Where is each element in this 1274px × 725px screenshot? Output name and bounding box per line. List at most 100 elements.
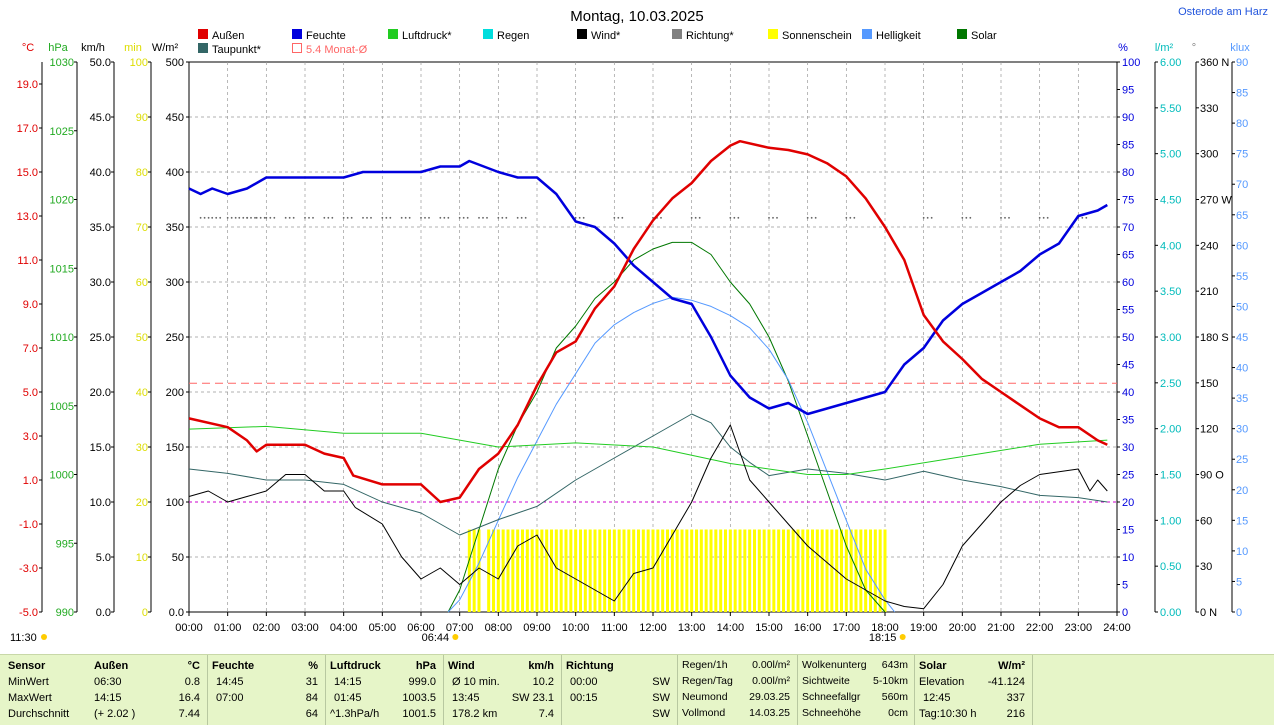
axis-tick-label: 35 [1236,393,1248,405]
sunrise-label: 06:44 [422,632,450,644]
axis-tick-label: 0 N [1200,607,1217,619]
direction-dot [694,216,697,219]
sunshine-bar [782,529,785,612]
axis-tick-label: 15 [1236,515,1248,527]
axis-tick-label: 995 [56,538,74,550]
direction-dot [211,216,214,219]
axis-tick-label: 17.0 [17,123,38,135]
direction-dot [733,216,736,219]
direction-dot [207,216,210,219]
x-tick-label: 08:00 [485,622,513,634]
direction-dot [1008,216,1010,219]
axis-tick-label: 0 [1122,607,1128,619]
sunshine-bar [670,529,674,612]
direction-dot [1004,216,1006,219]
axis-tick-label: 400 [166,167,184,179]
stats-time: 01:45 [334,692,362,704]
sunshine-bar [477,529,481,612]
x-tick-label: 21:00 [987,622,1015,634]
axis-tick-label: 60 [136,277,148,289]
axis-tick-label: 1010 [50,332,74,344]
direction-dot [439,216,442,219]
stats-value: 0.00l/m² [752,659,790,671]
stats-value: SW [652,676,670,688]
axis-tick-label: 300 [1200,149,1218,161]
legend-swatch [292,43,302,53]
sunshine-bar [757,529,761,612]
direction-dot [346,216,349,219]
sunshine-bar [695,529,698,612]
axis-tick-label: 5.00 [1160,149,1181,161]
direction-dot [768,216,770,219]
stats-time: ^1.3hPa/h [330,708,380,720]
axis-tick-label: 90 [136,112,148,124]
x-tick-label: 14:00 [717,622,745,634]
axis-unit-sunmin: min [124,42,142,54]
stats-value: 337 [1006,692,1025,704]
axis-unit-humidity: % [1118,42,1128,54]
sunshine-bar [869,529,872,612]
axis-tick-label: 4.00 [1160,240,1181,252]
axis-tick-label: 5 [1122,580,1128,592]
axis-tick-label: 990 [56,607,74,619]
stats-value: SW [652,708,670,720]
stats-label: Schneehöhe [802,707,861,719]
sunshine-bar [467,529,471,612]
axis-tick-label: -5.0 [19,607,38,619]
stats-regen: Regen/1h 0.00l/m² Regen/Tag 0.00l/m² Neumo… [680,657,792,721]
axis-tick-label: 9.0 [23,299,38,311]
axis-tick-label: 20 [1122,497,1134,509]
legend-swatch [292,29,302,39]
legend-swatch [198,43,208,53]
axis-tick-label: 6.00 [1160,57,1181,69]
axis-tick-label: 70 [1236,179,1248,191]
stats-value: 7.44 [178,708,200,720]
stats-header: Solar [919,660,947,672]
stats-label: Regen/1h [682,659,728,671]
axis-tick-label: 3.0 [23,431,38,443]
legend-swatch [483,29,493,39]
sunshine-bar [525,529,529,612]
x-tick-label: 13:00 [678,622,706,634]
direction-dot [466,216,469,219]
direction-dot [288,216,291,219]
sunshine-bar [540,529,544,612]
stats-value: 0.00l/m² [752,675,790,687]
sunshine-bar [811,529,814,612]
stats-value: 16.4 [178,692,200,704]
axis-tick-label: 95 [1122,85,1134,97]
legend-swatch [198,29,208,39]
stats-time [210,706,291,722]
stats-time [564,706,640,722]
x-tick-label: 24:00 [1103,622,1131,634]
axis-tick-label: 70 [136,222,148,234]
direction-dot [327,216,330,219]
x-tick-label: 02:00 [253,622,281,634]
axis-tick-label: 100 [130,57,148,69]
weather-chart: °C 19.0 17.0 15.0 13.0 11.0 9.0 7.0 5.0 3.0 1.0 -1.… [10,6,1268,644]
direction-dot [849,216,852,219]
x-tick-label: 18:00 [871,622,899,634]
axis-tick-label: 75 [1122,195,1134,207]
stats-time: 13:45 [452,692,480,704]
series-line-außen [188,139,1108,504]
sunshine-bar [656,529,660,612]
stats-aussen: Außen °C 06:30 0.8 14:15 16.4 (+ 2.02 ) 7.44 [92,658,202,722]
legend-swatch [672,29,682,39]
axis-tick-label: 150 [1200,378,1218,390]
direction-dot [259,216,262,219]
sunshine-bar [709,529,713,612]
direction-dot [961,216,964,219]
station-name: Osterode am Harz [1178,6,1268,18]
direction-dot [613,216,616,219]
stats-richtung: Richtung 00:00 SW 00:15 SW SW [564,658,672,722]
sunshine-bar [815,529,819,612]
legend-label: Helligkeit [876,30,921,42]
sunshine-bar [593,529,597,612]
stats-unit: °C [187,660,200,672]
sunshine-bar [767,529,771,612]
sunshine-bar [772,529,776,612]
axis-tick-label: 0 [142,607,148,619]
direction-dot [255,216,258,219]
axis-tick-label: 0.0 [96,607,111,619]
